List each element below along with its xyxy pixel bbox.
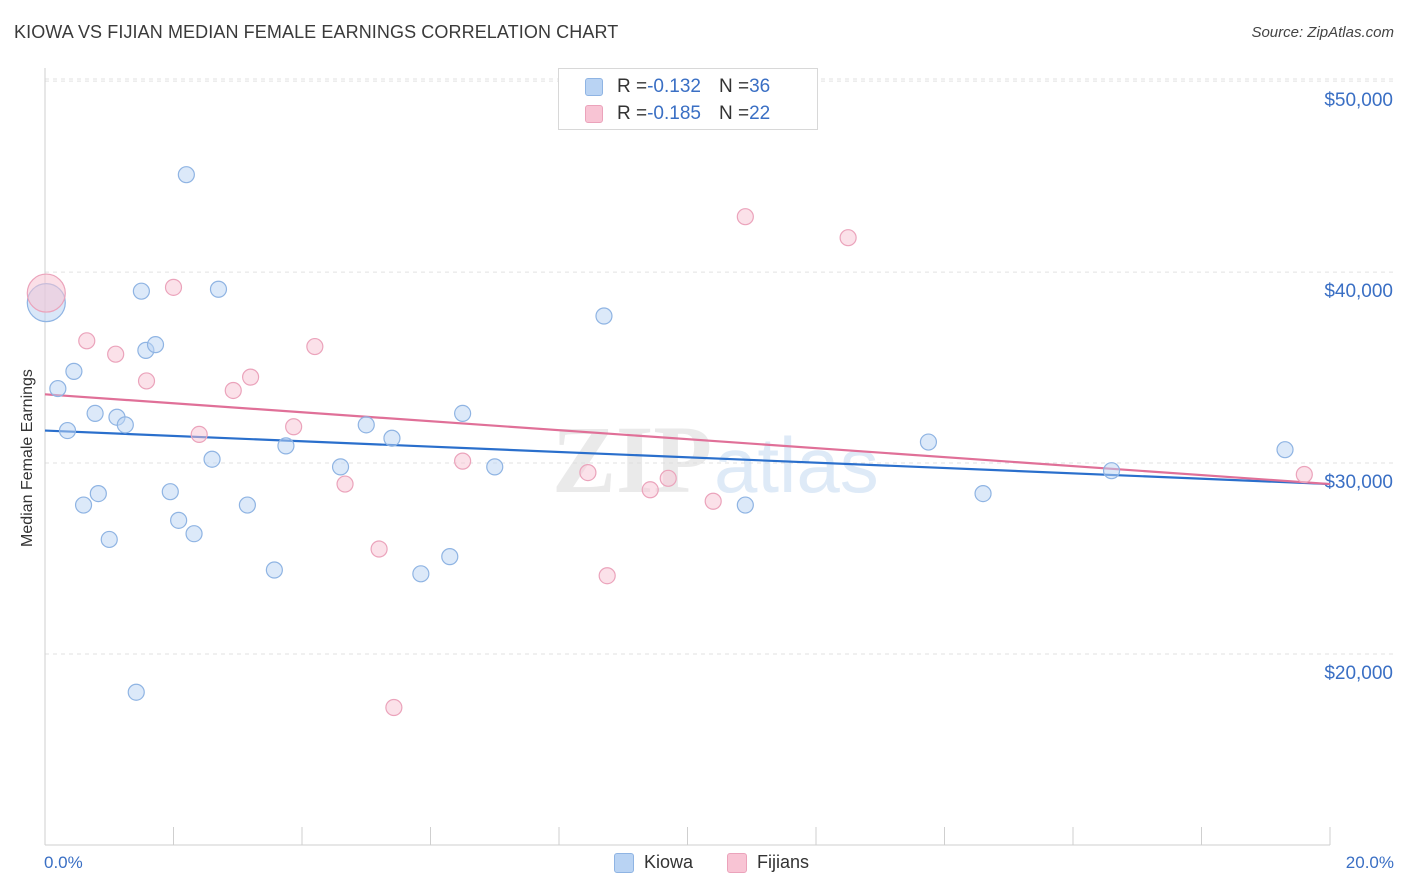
watermark-zip: ZIP (552, 406, 712, 513)
point-fijians (579, 463, 597, 482)
point-kiowa (454, 404, 472, 422)
point-kiowa (486, 458, 504, 476)
x-axis (44, 68, 1331, 846)
point-kiowa (65, 362, 83, 380)
series-legend-label: Fijians (757, 852, 810, 872)
point-kiowa (116, 416, 134, 434)
point-kiowa (1102, 462, 1121, 480)
point-fijians (1295, 465, 1313, 484)
point-kiowa (412, 565, 430, 583)
point-kiowa (203, 450, 221, 468)
point-fijians (107, 345, 125, 363)
point-kiowa (331, 458, 350, 476)
point-kiowa (170, 511, 188, 529)
point-kiowa (441, 548, 459, 566)
series-legend: Kiowa Fijians (614, 852, 843, 873)
correlation-legend: R = -0.132 N = 36 R = -0.185 N = 22 (558, 68, 818, 130)
series-swatch-kiowa (614, 852, 634, 873)
point-kiowa (100, 530, 118, 549)
legend-row-fijians: R = -0.185 N = 22 (585, 102, 770, 126)
legend-r-value: -0.132 (647, 76, 701, 97)
point-fijians (242, 368, 260, 386)
point-kiowa (86, 404, 104, 422)
point-fijians (78, 332, 96, 350)
gridlines (45, 78, 1395, 655)
y-tick-label: $30,000 (1324, 472, 1393, 493)
series-legend-fijians[interactable]: Fijians (727, 852, 809, 873)
series-legend-label: Kiowa (644, 852, 694, 872)
point-fijians (224, 381, 242, 400)
point-kiowa (89, 485, 107, 503)
point-kiowa (146, 336, 165, 354)
point-kiowa (736, 496, 754, 514)
point-fijians (736, 208, 754, 226)
legend-n-value: 36 (749, 76, 771, 97)
point-kiowa (265, 561, 283, 579)
point-fijians (370, 540, 388, 558)
legend-r-label: R = (617, 76, 648, 97)
data-points (26, 166, 1313, 717)
point-kiowa (919, 433, 938, 451)
point-kiowa (185, 525, 203, 543)
point-kiowa (74, 496, 93, 514)
point-kiowa (974, 485, 992, 503)
point-kiowa (58, 421, 77, 440)
watermark: ZIP atlas (552, 406, 879, 513)
point-kiowa (161, 483, 179, 501)
point-fijians (137, 372, 156, 390)
series-legend-kiowa[interactable]: Kiowa (614, 852, 693, 873)
point-kiowa (1276, 441, 1294, 459)
point-kiowa (357, 416, 375, 434)
legend-n-label: N = (718, 76, 750, 97)
point-fijians (385, 698, 403, 717)
legend-swatch-fijians (585, 105, 603, 123)
legend-swatch-kiowa (585, 78, 603, 96)
point-kiowa (209, 280, 228, 298)
legend-r-value: -0.185 (647, 103, 701, 124)
point-fijians (336, 475, 354, 493)
point-fijians (454, 452, 472, 470)
point-fijians (659, 469, 677, 487)
point-fijians (306, 337, 324, 356)
point-kiowa (132, 282, 150, 300)
source-note: Source: ZipAtlas.com (1251, 24, 1394, 41)
point-fijians (704, 492, 722, 510)
point-fijians (190, 425, 208, 444)
point-kiowa (49, 379, 67, 398)
point-kiowa (383, 429, 401, 447)
point-fijians (285, 418, 303, 436)
point-kiowa (177, 166, 195, 184)
point-kiowa (127, 683, 145, 701)
point-kiowa (595, 307, 613, 325)
y-tick-labels: $20,000 $30,000 $40,000 $50,000 (1324, 90, 1393, 684)
point-fijians (164, 278, 183, 296)
point-fijians (641, 481, 659, 499)
x-tick-label-max: 20.0% (1345, 853, 1394, 872)
point-kiowa (238, 496, 256, 514)
series-swatch-fijians (727, 852, 748, 873)
point-fijians (598, 567, 616, 585)
chart-title: KIOWA VS FIJIAN MEDIAN FEMALE EARNINGS C… (14, 22, 619, 42)
x-tick-label-min: 0.0% (44, 853, 83, 872)
point-fijians (26, 273, 66, 313)
legend-row-kiowa: R = -0.132 N = 36 (585, 75, 770, 99)
legend-n-label: N = (718, 103, 750, 124)
y-tick-label: $20,000 (1324, 663, 1393, 684)
y-tick-label: $50,000 (1324, 90, 1393, 111)
y-tick-label: $40,000 (1324, 281, 1393, 302)
point-fijians (839, 229, 857, 247)
legend-r-label: R = (617, 103, 648, 124)
legend-n-value: 22 (749, 103, 771, 124)
point-kiowa (277, 437, 295, 455)
